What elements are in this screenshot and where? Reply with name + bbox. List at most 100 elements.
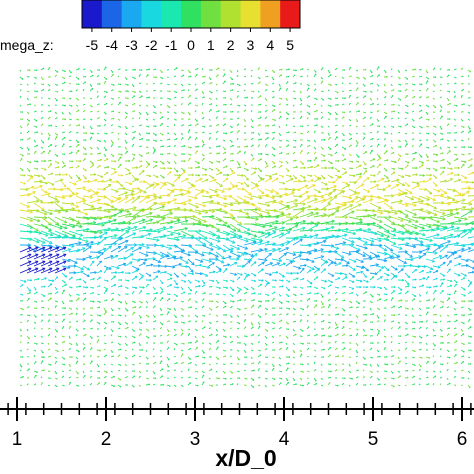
velocity-vector [327,97,332,100]
velocity-vector [173,299,177,302]
velocity-vector [292,219,306,225]
velocity-vector [68,271,77,275]
velocity-vector [299,196,311,204]
velocity-vector [327,136,331,141]
velocity-vector [173,176,181,183]
velocity-vector [348,153,352,157]
velocity-vector [369,230,384,238]
velocity-vector [467,216,474,218]
velocity-vector [355,300,360,305]
velocity-vector [250,171,257,176]
velocity-vector [432,361,436,365]
velocity-vector [138,207,153,211]
velocity-vector [453,146,457,149]
velocity-vector [292,377,296,381]
velocity-vector [131,311,136,316]
velocity-vector [124,83,129,86]
velocity-vector [397,242,410,246]
velocity-vector [418,300,422,303]
velocity-vector [355,118,359,122]
velocity-vector [138,328,143,331]
velocity-vector [299,174,306,179]
velocity-vector [180,153,185,156]
velocity-vector [187,195,198,200]
velocity-vector [229,234,242,239]
velocity-vector [236,130,240,134]
velocity-vector [117,125,122,128]
velocity-vector [418,109,423,113]
velocity-vector [362,90,367,93]
velocity-vector [201,356,206,359]
velocity-vector [47,319,51,323]
velocity-vector [89,271,97,274]
velocity-vector [418,269,425,274]
velocity-vector [131,102,136,106]
velocity-vector [278,125,281,128]
velocity-vector [306,104,311,108]
velocity-vector [250,223,266,229]
velocity-vector [187,111,191,116]
velocity-vector [271,363,275,368]
velocity-vector [460,384,463,387]
velocity-vector [75,247,86,253]
velocity-vector [404,174,411,178]
velocity-vector [103,80,107,85]
velocity-vector [103,158,109,162]
velocity-vector [285,335,289,339]
velocity-vector [264,188,274,194]
velocity-vector [383,75,388,78]
velocity-vector [404,69,408,72]
velocity-vector [467,242,474,246]
velocity-vector [334,175,340,183]
velocity-vector [264,137,269,141]
velocity-vector [348,174,356,178]
velocity-vector [404,209,417,216]
velocity-vector [243,207,258,212]
velocity-vector [152,314,156,318]
velocity-vector [285,111,290,116]
velocity-vector [278,377,283,380]
velocity-vector [446,327,451,330]
velocity-vector [61,248,72,253]
velocity-vector [68,286,73,289]
velocity-vector [425,356,431,359]
velocity-vector [383,111,388,115]
velocity-vector [418,377,422,380]
velocity-vector [278,139,282,142]
velocity-vector [341,382,345,386]
velocity-vector [306,370,310,373]
velocity-vector [418,252,427,260]
velocity-vector [131,157,135,162]
velocity-vector [243,377,248,380]
velocity-vector [96,75,100,78]
velocity-vector [257,95,262,99]
velocity-vector [250,240,263,246]
velocity-vector [341,171,348,176]
velocity-vector [285,117,289,120]
velocity-vector [348,216,363,222]
velocity-vector [257,349,261,352]
velocity-vector [278,307,283,310]
velocity-vector [82,286,89,289]
velocity-vector [299,205,312,211]
velocity-vector [390,103,395,106]
velocity-vector [439,109,442,113]
velocity-vector [383,69,387,73]
velocity-vector [124,232,136,239]
velocity-vector [369,342,374,345]
velocity-vector [131,375,136,379]
velocity-vector [166,145,171,148]
velocity-vector [278,68,283,71]
velocity-vector [68,312,73,316]
velocity-vector [19,341,22,344]
velocity-vector [75,109,80,113]
velocity-vector [138,355,141,358]
velocity-vector [313,328,316,330]
velocity-vector [306,174,313,177]
velocity-vector [194,340,199,344]
colorbar-tick-label: -3 [125,37,138,53]
velocity-vector [187,209,202,215]
velocity-vector [124,125,128,130]
velocity-vector [418,223,432,229]
velocity-vector [173,111,177,114]
